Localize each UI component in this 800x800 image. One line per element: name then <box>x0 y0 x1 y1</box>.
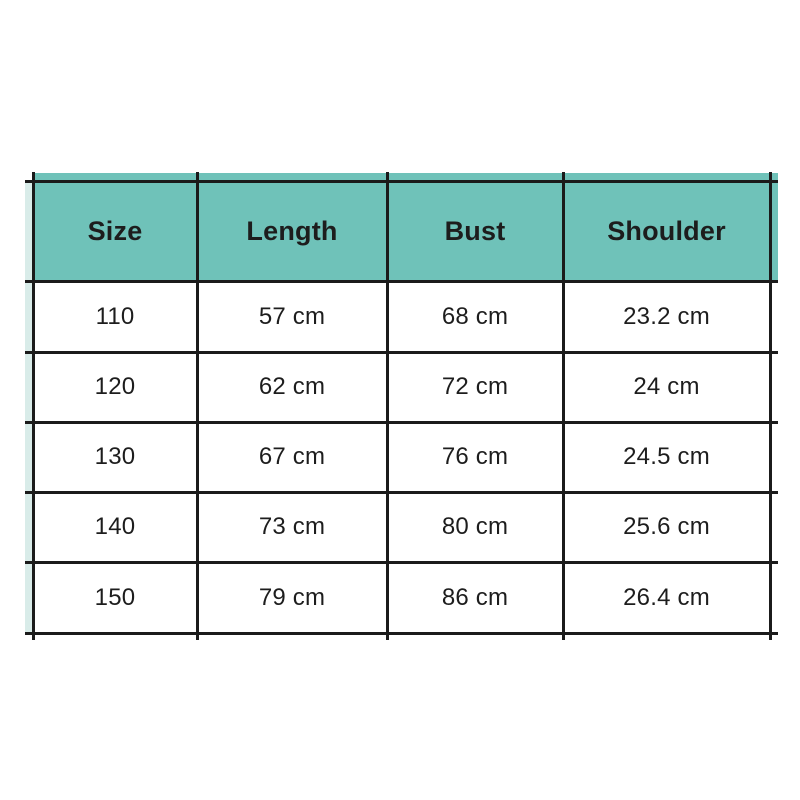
cell-size: 120 <box>94 373 136 400</box>
table-gridline-vertical <box>386 172 389 640</box>
cell-size: 110 <box>95 302 135 330</box>
header-cell-size: Size <box>87 215 143 246</box>
cell-bust: 72 cm <box>441 373 509 400</box>
header-cell-length: Length <box>246 215 338 246</box>
cell-length: 79 cm <box>258 583 326 611</box>
cell-length: 62 cm <box>258 373 326 400</box>
cell-size: 150 <box>94 583 136 611</box>
cell-shoulder: 24.5 cm <box>623 443 710 470</box>
table-gridline-horizontal <box>25 491 778 494</box>
cell-size: 140 <box>94 513 136 540</box>
table-gridline-vertical <box>769 172 772 640</box>
cell-bust: 80 cm <box>441 513 509 540</box>
table-gridline-vertical <box>562 172 565 640</box>
cell-bust: 76 cm <box>441 443 509 470</box>
table-gridline-horizontal <box>25 180 778 183</box>
cell-size: 130 <box>94 443 136 470</box>
cell-shoulder: 25.6 cm <box>623 513 710 540</box>
table-gridline-horizontal <box>25 421 778 424</box>
header-cell-shoulder: Shoulder <box>607 215 726 246</box>
header-row-background <box>33 173 778 281</box>
cell-shoulder: 23.2 cm <box>623 302 710 330</box>
cell-shoulder: 26.4 cm <box>623 583 710 611</box>
table-gridline-horizontal <box>25 351 778 354</box>
table-gridline-vertical <box>32 172 35 640</box>
header-cell-bust: Bust <box>444 215 506 246</box>
cell-shoulder: 24 cm <box>633 373 700 400</box>
cell-length: 67 cm <box>258 443 326 470</box>
left-margin-strip <box>25 181 33 633</box>
table-gridline-horizontal <box>25 561 778 564</box>
table-gridline-vertical <box>196 172 199 640</box>
table-gridline-horizontal <box>25 632 778 635</box>
cell-bust: 68 cm <box>441 302 509 330</box>
cell-length: 57 cm <box>258 302 326 330</box>
cell-length: 73 cm <box>258 513 326 540</box>
table-gridline-horizontal <box>25 280 778 283</box>
cell-bust: 86 cm <box>441 583 509 611</box>
